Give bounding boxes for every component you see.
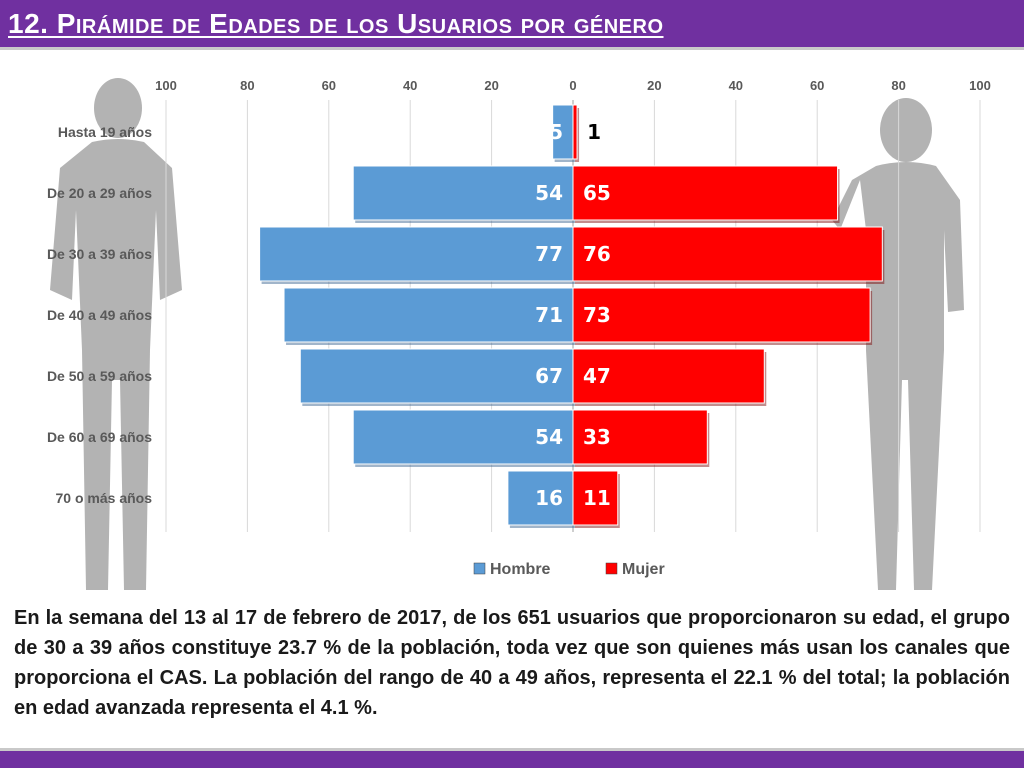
x-axis-ticks: 100 80 60 40 20 0 20 40 60 80 100 — [155, 78, 991, 93]
category-label: 70 o más años — [56, 490, 153, 506]
category-label: Hasta 19 años — [58, 124, 152, 140]
data-label-hombre: 16 — [535, 486, 563, 510]
category-label: De 30 a 39 años — [47, 246, 152, 262]
legend-label: Mujer — [622, 561, 665, 578]
data-label-mujer: 33 — [583, 425, 611, 449]
data-label-hombre: 77 — [535, 242, 563, 266]
bar-mujer — [572, 409, 708, 465]
slide-title: 12. Pirámide de Edades de los Usuarios p… — [8, 8, 664, 39]
bar-hombre — [283, 287, 574, 343]
legend-swatch — [605, 562, 618, 575]
bar-mujer — [572, 165, 839, 221]
x-tick-label: 40 — [729, 78, 743, 93]
x-tick-label: 0 — [569, 78, 576, 93]
x-tick-label: 100 — [155, 78, 177, 93]
data-label-mujer: 1 — [587, 120, 601, 144]
description-text: En la semana del 13 al 17 de febrero de … — [14, 607, 1010, 719]
data-label-hombre: 5 — [549, 120, 563, 144]
bottom-bar — [0, 748, 1024, 768]
chart-legend: Hombre Mujer — [473, 561, 665, 578]
data-label-mujer: 47 — [583, 364, 611, 388]
female-silhouette-icon — [832, 98, 964, 590]
data-label-hombre: 54 — [535, 181, 563, 205]
data-label-hombre: 54 — [535, 425, 563, 449]
legend-label: Hombre — [490, 561, 551, 578]
bar-hombre — [259, 226, 574, 282]
bar-mujer — [572, 348, 765, 404]
bar-mujer — [572, 104, 578, 160]
category-labels: Hasta 19 años De 20 a 29 años De 30 a 39 a… — [47, 124, 152, 506]
x-tick-label: 20 — [647, 78, 661, 93]
data-labels: 5 1 54 65 77 76 71 73 67 47 54 33 16 11 — [535, 120, 611, 510]
category-label: De 60 a 69 años — [47, 429, 152, 445]
bar-mujer — [572, 470, 619, 526]
bar-mujer — [572, 226, 883, 282]
x-tick-label: 60 — [322, 78, 336, 93]
data-label-mujer: 73 — [583, 303, 611, 327]
bar-hombre — [352, 409, 574, 465]
category-label: De 20 a 29 años — [47, 185, 152, 201]
title-bar: 12. Pirámide de Edades de los Usuarios p… — [0, 0, 1024, 50]
category-label: De 40 a 49 años — [47, 307, 152, 323]
data-label-hombre: 67 — [535, 364, 563, 388]
data-label-hombre: 71 — [535, 303, 563, 327]
data-label-mujer: 11 — [583, 486, 611, 510]
bar-hombre — [507, 470, 574, 526]
male-silhouette-icon — [50, 78, 182, 590]
x-tick-label: 80 — [891, 78, 905, 93]
population-pyramid-chart: 100 80 60 40 20 0 20 40 60 80 100 Hasta 19 años De … — [47, 78, 991, 590]
x-tick-label: 60 — [810, 78, 824, 93]
bar-hombre — [352, 165, 574, 221]
bar-mujer — [572, 287, 871, 343]
x-tick-label: 80 — [240, 78, 254, 93]
x-tick-label: 40 — [403, 78, 417, 93]
data-label-mujer: 76 — [583, 242, 611, 266]
legend-swatch — [473, 562, 486, 575]
bar-hombre — [299, 348, 574, 404]
bars — [259, 104, 885, 528]
category-label: De 50 a 59 años — [47, 368, 152, 384]
x-tick-label: 100 — [969, 78, 991, 93]
x-tick-label: 20 — [484, 78, 498, 93]
data-label-mujer: 65 — [583, 181, 611, 205]
